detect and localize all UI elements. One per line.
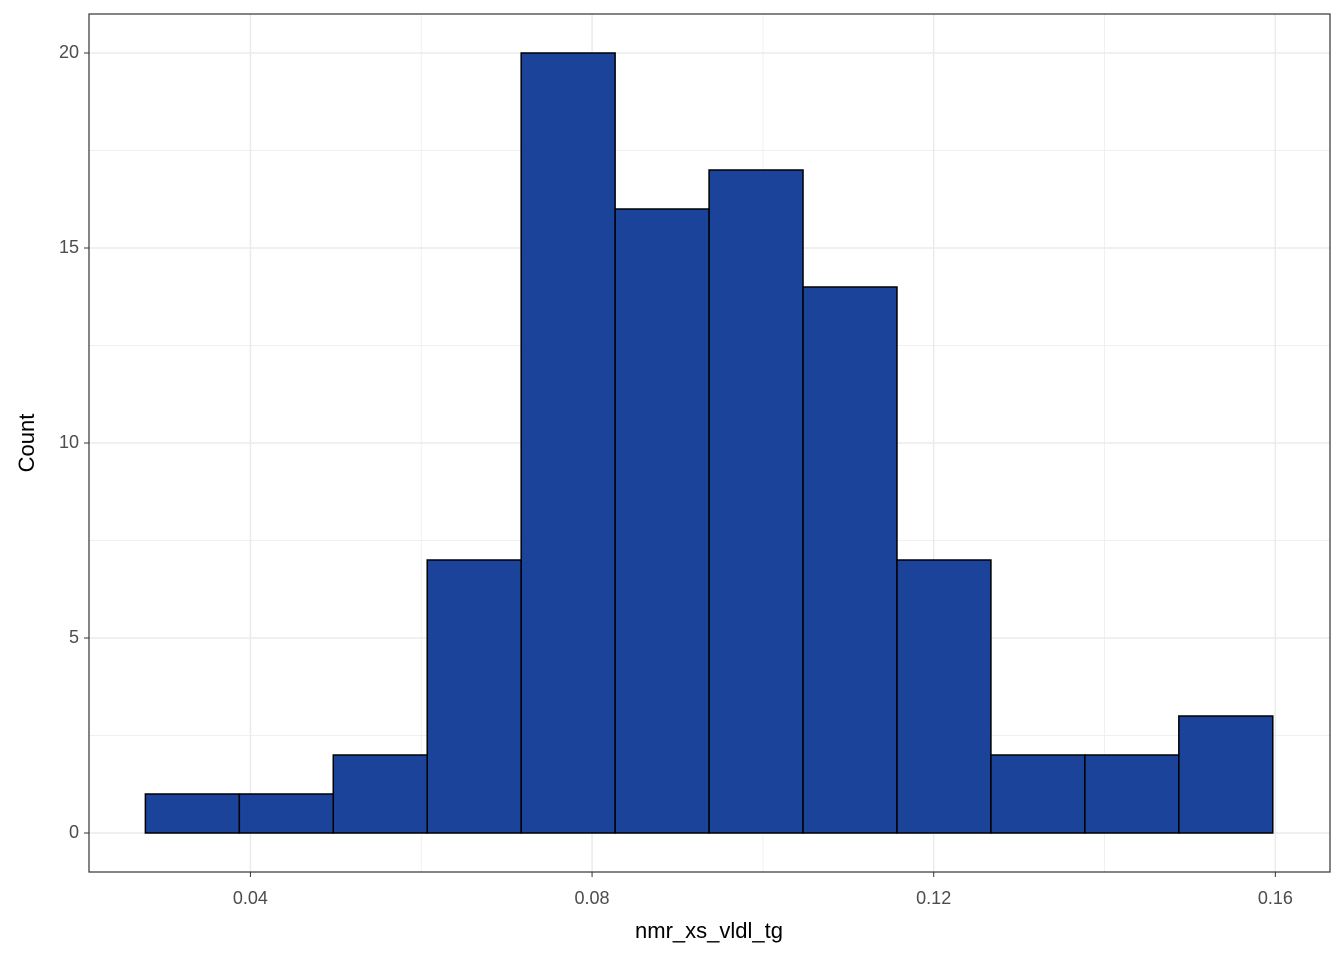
bar: [332, 754, 428, 834]
x-tick-label: 0.12: [916, 888, 951, 908]
bar: [238, 793, 335, 834]
bar: [1178, 715, 1274, 834]
y-tick-label: 10: [59, 432, 79, 452]
plot-border: [88, 13, 1331, 873]
y-tick-label: 20: [59, 42, 79, 62]
bar: [990, 754, 1086, 834]
y-tick-label: 0: [69, 822, 79, 842]
bar: [802, 286, 898, 834]
x-tick-label: 0.08: [575, 888, 610, 908]
x-axis-title: nmr_xs_vldl_tg: [635, 918, 783, 943]
x-tick-label: 0.16: [1258, 888, 1293, 908]
bar: [708, 169, 804, 834]
bar: [896, 559, 992, 834]
y-tick-label: 5: [69, 627, 79, 647]
bar: [144, 793, 241, 834]
y-axis-title: Count: [14, 414, 39, 473]
bar: [426, 559, 522, 834]
bar: [520, 52, 616, 834]
x-tick-label: 0.04: [233, 888, 268, 908]
bar: [1084, 754, 1180, 834]
y-tick-label: 15: [59, 237, 79, 257]
bar: [614, 208, 710, 834]
